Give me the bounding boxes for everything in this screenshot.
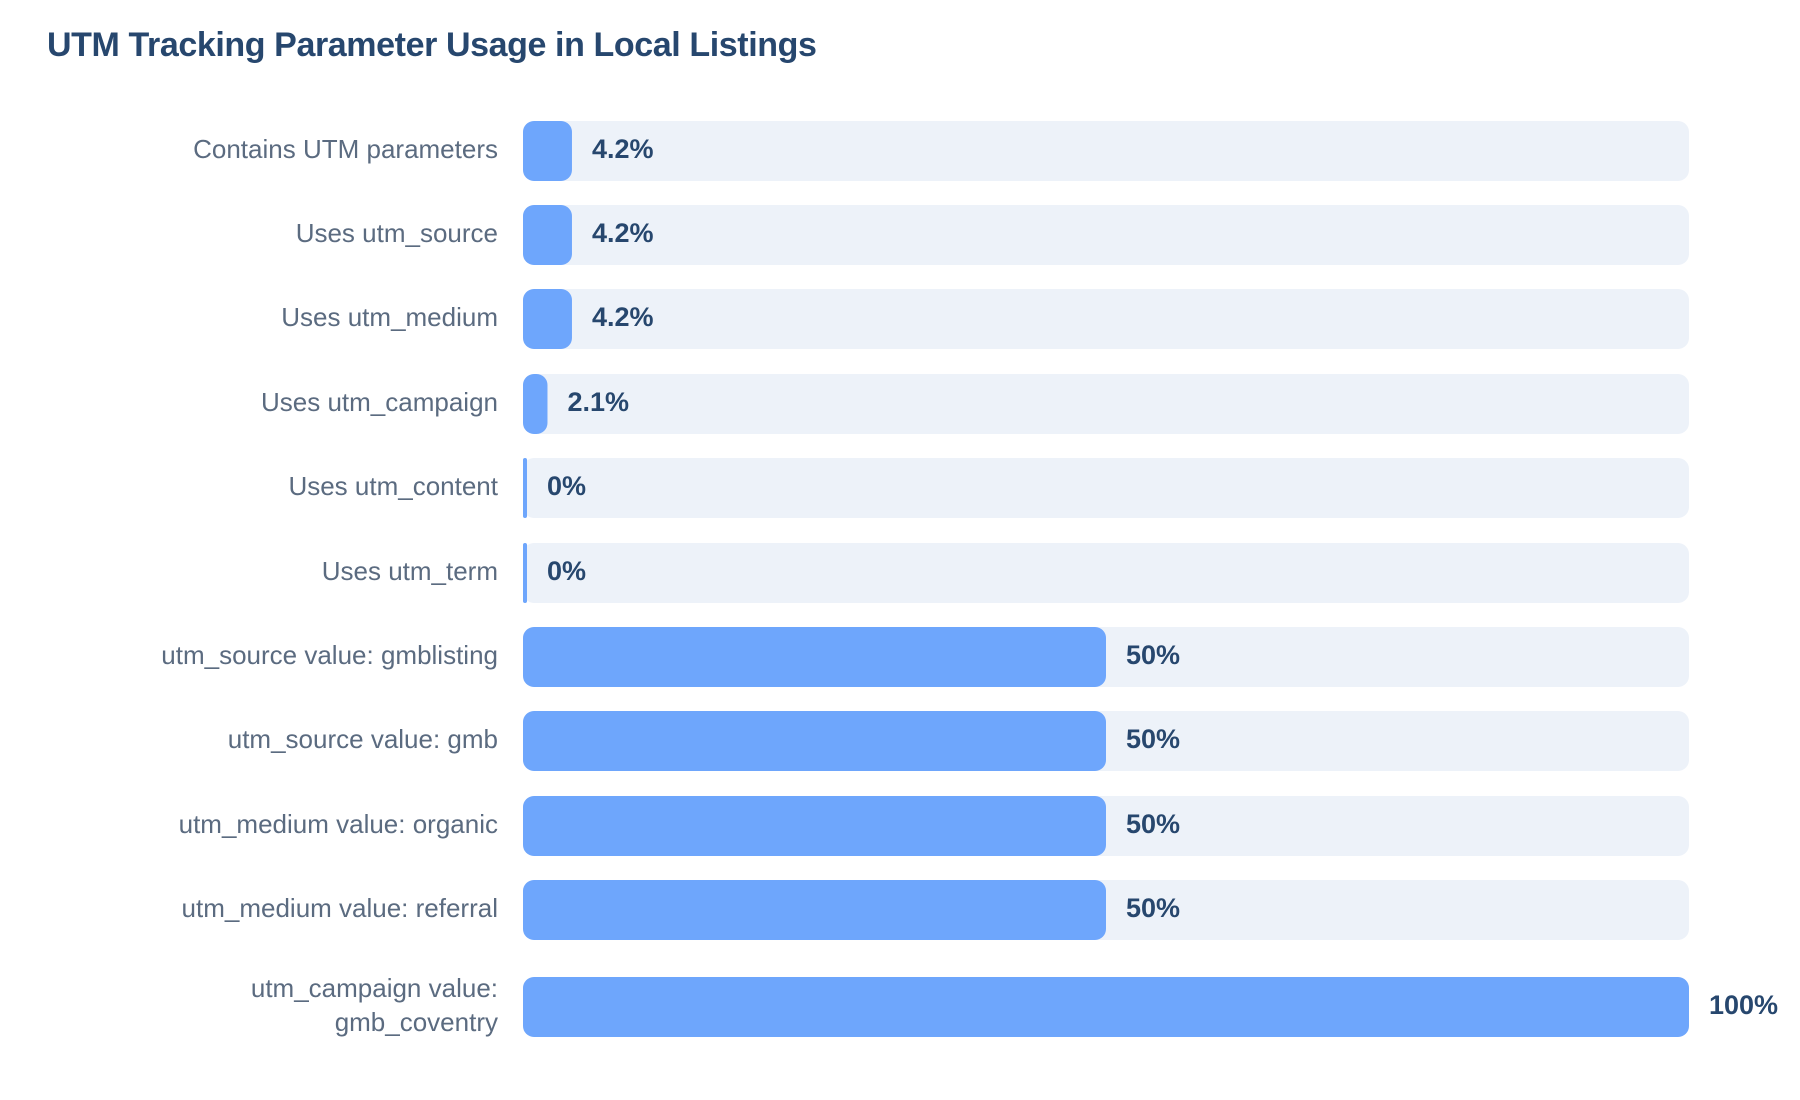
category-label-line: utm_source value: gmblisting (161, 640, 498, 670)
bar (523, 880, 1106, 940)
value-label: 0% (547, 556, 586, 586)
bar-track (523, 121, 1689, 181)
value-label: 4.2% (592, 218, 654, 248)
category-label: Contains UTM parameters (193, 134, 498, 164)
category-label-line: utm_source value: gmb (228, 724, 498, 754)
bar (523, 374, 548, 434)
value-label: 4.2% (592, 134, 654, 164)
bar-track (523, 458, 1689, 518)
value-label: 50% (1126, 724, 1180, 754)
bar (523, 627, 1106, 687)
category-label: utm_medium value: referral (182, 893, 498, 923)
value-labels: 4.2% 4.2% 4.2% 2.1% 0% 0% 50% 50% 50% 50% 100% (547, 134, 1778, 1020)
bar (523, 543, 527, 603)
value-label: 50% (1126, 640, 1180, 670)
bar (523, 711, 1106, 771)
value-label: 100% (1709, 990, 1778, 1020)
category-label: Uses utm_campaign (261, 387, 498, 417)
category-label: utm_source value: gmblisting (161, 640, 498, 670)
bar (523, 977, 1689, 1037)
category-label-line: Uses utm_term (322, 556, 498, 586)
category-label-line: Contains UTM parameters (193, 134, 498, 164)
bar (523, 205, 572, 265)
bar-track (523, 205, 1689, 265)
category-label: Uses utm_content (288, 471, 498, 501)
bar-track (523, 543, 1689, 603)
bar (523, 289, 572, 349)
category-label: utm_campaign value: gmb_coventry (251, 973, 498, 1037)
bar (523, 458, 527, 518)
category-label: Uses utm_term (322, 556, 498, 586)
category-label: Uses utm_source (296, 218, 498, 248)
bar-track (523, 374, 1689, 434)
category-label: utm_source value: gmb (228, 724, 498, 754)
bar (523, 121, 572, 181)
category-label-line: Uses utm_medium (281, 302, 498, 332)
bar-track (523, 289, 1689, 349)
value-label: 2.1% (567, 387, 629, 417)
category-label-line: Uses utm_content (288, 471, 498, 501)
value-label: 50% (1126, 809, 1180, 839)
category-label-line: Uses utm_campaign (261, 387, 498, 417)
category-label: Uses utm_medium (281, 302, 498, 332)
chart-title: UTM Tracking Parameter Usage in Local Li… (47, 26, 817, 64)
value-label: 50% (1126, 893, 1180, 923)
category-label-line: utm_medium value: organic (179, 809, 498, 839)
value-label: 4.2% (592, 302, 654, 332)
bar (523, 796, 1106, 856)
category-label-line: Uses utm_source (296, 218, 498, 248)
category-labels: Contains UTM parameters Uses utm_source Us… (161, 134, 498, 1037)
category-label-line: gmb_coventry (335, 1007, 498, 1037)
category-label: utm_medium value: organic (179, 809, 498, 839)
category-label-line: utm_medium value: referral (182, 893, 498, 923)
bars (523, 121, 1689, 1037)
value-label: 0% (547, 471, 586, 501)
category-label-line: utm_campaign value: (251, 973, 498, 1003)
